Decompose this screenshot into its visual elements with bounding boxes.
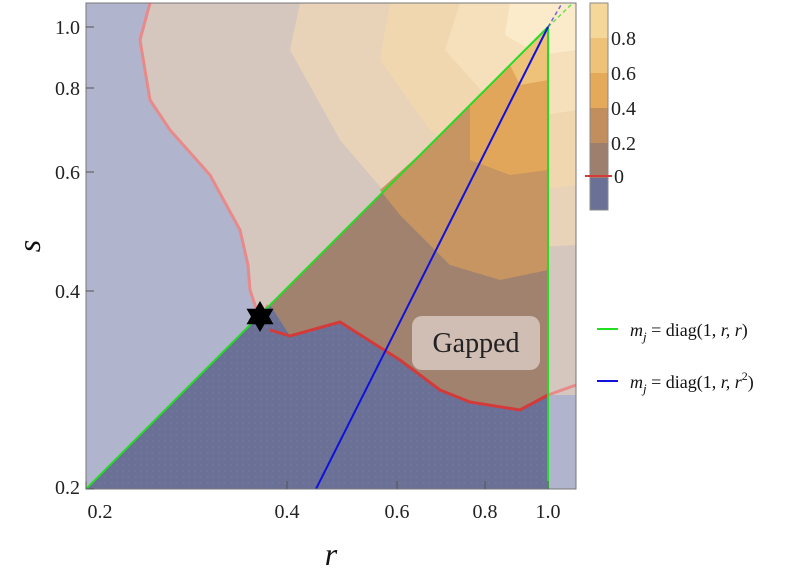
legend-item-1: mj = diag(1, r, r) [597, 320, 748, 344]
series-line-2 [315, 26, 549, 489]
colorbar: 0.8 0.6 0.4 0.2 0 [585, 2, 636, 211]
colorbar-frame [589, 2, 609, 211]
legend-label-2: mj = diag(1, r, r2) [630, 369, 754, 396]
legend-label-1: mj = diag(1, r, r) [630, 320, 748, 344]
hexagram-marker [246, 301, 274, 332]
x-tick-label-4: 0.8 [473, 501, 498, 523]
colorbar-band-5 [590, 143, 608, 178]
gap-boundary-upper-right [547, 383, 576, 397]
colorbar-band-2 [590, 38, 608, 73]
colorbar-label-1: 0.8 [611, 28, 636, 50]
colorbar-label-3: 0.4 [611, 98, 636, 120]
gap-boundary-lower [269, 320, 549, 412]
y-axis: 0.2 0.4 0.6 0.8 1.0 s [11, 17, 94, 499]
x-tick-label-2: 0.4 [275, 501, 300, 523]
y-tick-label-5: 1.0 [55, 17, 80, 39]
gap-boundary-upper-left [138, 3, 270, 324]
plot-frame [85, 2, 577, 490]
y-tick-label-1: 0.2 [55, 477, 80, 499]
colorbar-band-4 [590, 108, 608, 143]
gapped-annotation-box [412, 316, 540, 370]
x-axis: 0.2 0.4 0.6 0.8 1.0 r [85, 481, 561, 572]
y-tick-label-4: 0.8 [55, 78, 80, 100]
colorbar-band-3 [590, 73, 608, 108]
region-right-strip [548, 395, 576, 489]
series-line-2-dashed [547, 3, 564, 28]
colorbar-label-2: 0.6 [611, 63, 636, 85]
y-axis-label: s [11, 240, 47, 252]
plot-area: Gapped [86, 3, 576, 489]
x-tick-label-5: 1.0 [536, 501, 561, 523]
x-axis-label: r [325, 536, 338, 572]
colorbar-band-1 [590, 3, 608, 38]
colorbar-band-6 [590, 178, 608, 210]
region-lower-orange-3 [510, 27, 548, 85]
legend-item-2: mj = diag(1, r, r2) [597, 369, 754, 396]
y-tick-label-3: 0.6 [55, 162, 80, 184]
series-line-1-diagonal [86, 26, 549, 489]
colorbar-label-4: 0.2 [611, 133, 636, 155]
region-dots [86, 305, 548, 489]
legend: mj = diag(1, r, r) mj = diag(1, r, r2) [597, 320, 754, 396]
contour-level-4 [505, 3, 576, 55]
x-tick-label-1: 0.2 [88, 501, 113, 523]
gapped-annotation-text: Gapped [432, 328, 519, 359]
colorbar-label-5: 0 [614, 166, 624, 188]
y-tick-label-2: 0.4 [55, 281, 80, 303]
x-tick-label-3: 0.6 [385, 501, 410, 523]
